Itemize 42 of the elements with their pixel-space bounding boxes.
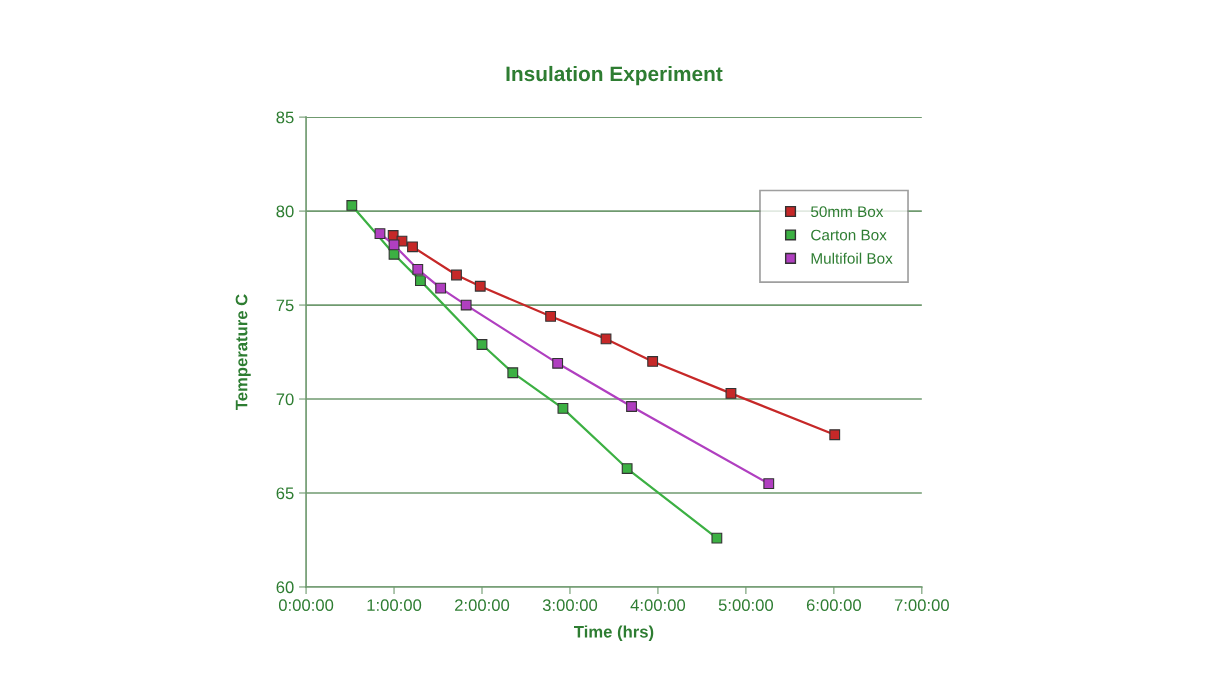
point [507, 367, 519, 379]
y-tick-label: 80 [276, 205, 294, 218]
point [626, 401, 637, 412]
point [711, 532, 723, 544]
point [552, 357, 564, 369]
point [476, 339, 488, 350]
point [374, 228, 386, 240]
point [451, 269, 462, 281]
legend-label: Multifoil Box [811, 252, 893, 264]
y-tick-label: 65 [276, 487, 294, 500]
x-axis-title: Time (hrs) [574, 625, 654, 641]
x-tick-label: 0:00:00 [278, 599, 334, 612]
y-tick-label: 70 [276, 393, 294, 406]
y-axis-title: Temperature C [235, 294, 251, 411]
y-tick-label: 60 [276, 581, 294, 594]
legend-label: Carton Box [811, 229, 887, 241]
point [647, 356, 659, 367]
x-tick-label: 6:00:00 [806, 599, 862, 612]
point [407, 241, 418, 253]
point [829, 429, 841, 441]
point [725, 387, 737, 399]
x-tick-label: 7:00:00 [894, 599, 949, 612]
x-tick-label: 1:00:00 [367, 599, 422, 612]
y-tick-label: 85 [276, 111, 294, 124]
point [460, 299, 472, 311]
x-tick-label: 5:00:00 [718, 599, 774, 612]
point [763, 478, 775, 490]
point [435, 282, 447, 294]
point [545, 310, 557, 322]
point [415, 275, 426, 287]
point [474, 280, 486, 292]
point [621, 463, 633, 474]
point [600, 333, 612, 345]
x-tick-label: 3:00:00 [542, 599, 598, 612]
x-tick-label: 4:00:00 [630, 599, 686, 612]
chart-title: Insulation Experiment [506, 65, 723, 86]
y-tick-label: 75 [276, 299, 294, 312]
point [346, 200, 358, 211]
point [557, 403, 569, 414]
legend-label: 50mm Box [811, 206, 884, 218]
x-tick-label: 2:00:00 [455, 599, 510, 612]
point [412, 263, 424, 275]
